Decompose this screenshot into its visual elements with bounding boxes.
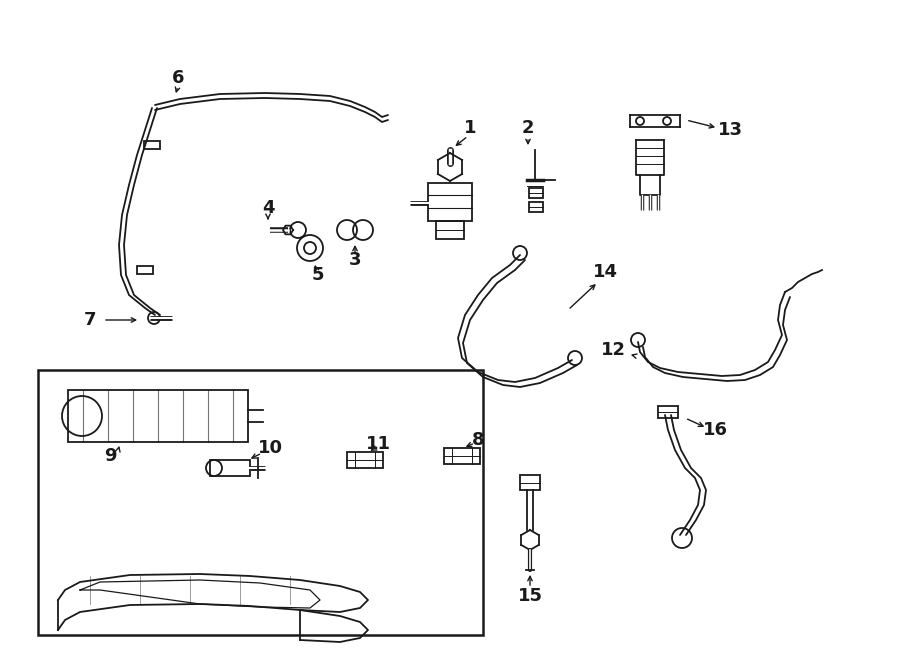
Bar (38, 370, 483, 635)
Bar (137, 266, 153, 274)
Text: 1: 1 (464, 119, 476, 137)
Text: 12: 12 (600, 341, 626, 359)
Bar (144, 141, 160, 149)
Bar (444, 448, 480, 464)
Text: 4: 4 (262, 199, 274, 217)
Bar (436, 221, 464, 239)
Text: 6: 6 (172, 69, 184, 87)
Bar (658, 406, 678, 418)
Bar (520, 475, 540, 490)
Bar (347, 452, 383, 468)
Text: 13: 13 (717, 121, 742, 139)
Bar (210, 460, 250, 476)
Text: 7: 7 (84, 311, 96, 329)
Bar (529, 202, 543, 212)
Text: 9: 9 (104, 447, 116, 465)
Text: 10: 10 (257, 439, 283, 457)
Text: 8: 8 (472, 431, 484, 449)
Bar (529, 188, 543, 198)
Text: 15: 15 (518, 587, 543, 605)
Text: 16: 16 (703, 421, 727, 439)
Text: 5: 5 (311, 266, 324, 284)
Bar (428, 183, 472, 221)
Text: 14: 14 (592, 263, 617, 281)
Bar (68, 390, 248, 442)
Text: 3: 3 (349, 251, 361, 269)
Text: 2: 2 (522, 119, 535, 137)
Text: 11: 11 (365, 435, 391, 453)
